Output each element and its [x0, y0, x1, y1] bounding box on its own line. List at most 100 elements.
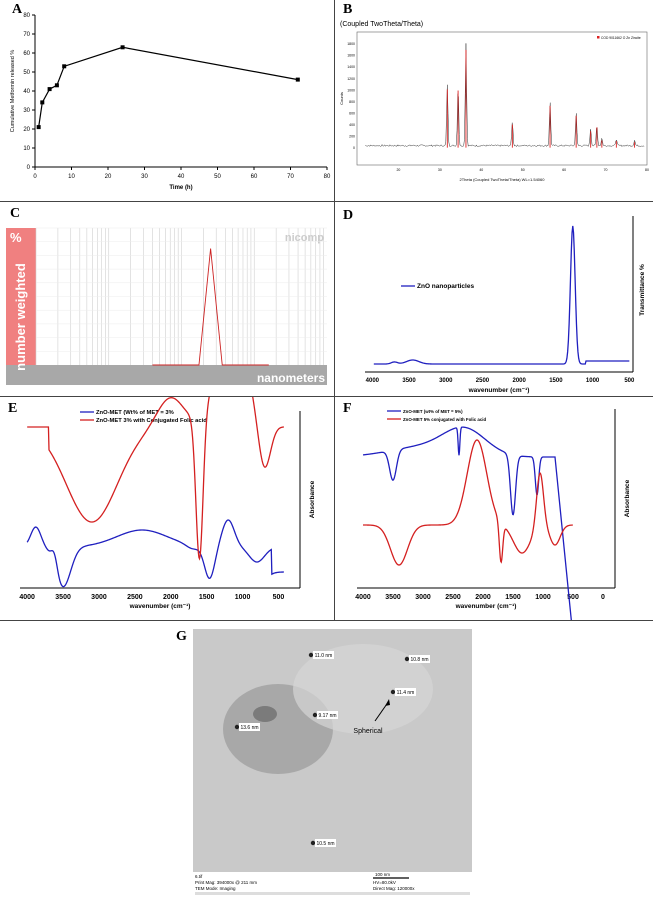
series-line — [38, 46, 298, 128]
y-axis-label: Transmittance % — [639, 264, 646, 316]
x-axis-label: Time (h) — [169, 185, 192, 191]
y-axis-label: Absorbance — [624, 479, 631, 517]
data-point — [295, 77, 300, 82]
y-axis-label: Absorbance — [309, 480, 316, 518]
chart-b-plot: (Coupled TwoTheta/Theta) 0 200 400 600 800 100… — [339, 21, 649, 182]
size-label: 10.8 nm — [410, 657, 428, 663]
x-tick-label: 30 — [438, 168, 442, 172]
size-label-box — [313, 651, 334, 659]
distribution-line — [152, 248, 269, 366]
x-tick-label: 4000 — [366, 378, 380, 384]
x-tick-label: 20 — [105, 174, 112, 180]
x-tick-label: 60 — [562, 168, 566, 172]
legend-label: ZnO-MET (wt% of MET = 5%) — [403, 409, 463, 414]
y-tick-label: 50 — [23, 70, 30, 76]
x-tick-label: 0 — [33, 174, 37, 180]
x-tick-label: 80 — [645, 168, 649, 172]
size-label-box — [409, 655, 430, 663]
x-axis-label: wavenumber (cm⁻¹) — [455, 603, 517, 610]
x-tick-label: 80 — [324, 174, 331, 180]
panel-f: F 4000 3500 3000 2500 2000 1500 1000 500 0 wavenu… — [335, 397, 653, 635]
panel-e: E 4000 3500 3000 2500 2000 1500 1000 500 wavenum… — [0, 326, 334, 620]
panel-g-letter: G — [176, 629, 187, 644]
legend-label: ZnO-MET (Wt% of MET = 3% — [96, 410, 174, 416]
x-tick-label: 1500 — [549, 378, 563, 384]
data-point — [47, 87, 52, 92]
chart-c-plot: % number weighted nanometers nicomp — [6, 227, 327, 385]
x-tick-label: 10 — [68, 174, 75, 180]
chart-f-plot: 4000 3500 3000 2500 2000 1500 1000 500 0 wavenumb… — [355, 409, 631, 635]
y-tick-label: 400 — [349, 123, 355, 127]
panel-a-letter: A — [12, 2, 23, 17]
x-axis-label: wavenumber (cm⁻¹) — [468, 387, 530, 394]
x-tick-label: 3500 — [402, 378, 416, 384]
y-axis-label: number weighted — [13, 263, 28, 371]
chart-e-plot: 4000 3500 3000 2500 2000 1500 1000 500 wavenumbe… — [19, 326, 316, 610]
panel-b: B (Coupled TwoTheta/Theta) 0 200 400 600 800 1… — [335, 0, 653, 201]
y-axis-band — [6, 228, 36, 365]
x-tick-label: 50 — [521, 168, 525, 172]
x-tick-label: 2000 — [163, 594, 179, 601]
x-tick-label: 20 — [396, 168, 400, 172]
watermark: nicomp — [285, 232, 324, 244]
x-tick-label: 1000 — [235, 594, 251, 601]
x-tick-label: 4000 — [19, 594, 35, 601]
xrd-pattern-line — [365, 43, 645, 147]
size-label: 9.17 nm — [318, 713, 336, 719]
size-label: 11.0 nm — [315, 653, 333, 659]
annotation-label: Spherical — [353, 728, 383, 735]
size-label-box — [315, 839, 336, 847]
y-tick-label: 1200 — [347, 77, 355, 81]
y-tick-label: 1400 — [347, 65, 355, 69]
y-tick-label: 1800 — [347, 42, 355, 46]
x-tick-label: 2000 — [513, 378, 527, 384]
data-point — [120, 45, 125, 50]
footer-text: 6.tif — [195, 874, 203, 879]
data-point — [54, 83, 59, 88]
x-tick-label: 3000 — [439, 378, 453, 384]
y-tick-label: 800 — [349, 100, 355, 104]
x-axis-label: 2Theta (Coupled TwoTheta/Theta) WL=1.540… — [460, 177, 546, 182]
y-axis-label: Cumulative Metformin released % — [10, 50, 16, 133]
nanoparticle — [404, 656, 410, 662]
x-tick-label: 1000 — [535, 594, 551, 601]
legend-label: ZnO-MET 5% conjugated with Folic acid — [403, 417, 487, 422]
x-tick-label: 1500 — [505, 594, 521, 601]
x-tick-label: 50 — [214, 174, 221, 180]
x-tick-label: 40 — [479, 168, 483, 172]
panel-c-letter: C — [10, 206, 21, 221]
x-axis-label: nanometers — [257, 371, 325, 385]
ftir-line — [373, 225, 630, 365]
legend-label: ZnO nanoparticles — [417, 283, 474, 290]
x-axis-label: wavenumber (cm⁻¹) — [129, 603, 191, 610]
x-tick-label: 2500 — [476, 378, 490, 384]
percent-label: % — [10, 230, 22, 245]
footer-text: Direct Mag: 120000x — [373, 886, 415, 891]
tem-micrograph: 11.0 nm 10.8 nm 11.4 nm 9.17 nm 13.6 nm 10.5 … — [193, 629, 472, 896]
size-label: 11.4 nm — [397, 690, 415, 696]
x-tick-label: 3500 — [55, 594, 71, 601]
x-tick-label: 70 — [604, 168, 608, 172]
data-point — [62, 64, 67, 69]
footer-text: Print Mag: 394000x @ 211 mm — [195, 880, 257, 885]
y-tick-label: 1000 — [347, 88, 355, 92]
series-line — [362, 426, 574, 635]
x-tick-label: 500 — [567, 594, 579, 601]
image-scrollbar — [195, 892, 470, 895]
legend-label: ZnO-MET 3% with Conjugated Folic acid — [96, 418, 207, 424]
size-label: 13.6 nm — [240, 725, 258, 731]
data-point — [40, 100, 45, 105]
y-tick-label: 0 — [27, 165, 31, 171]
x-tick-label: 40 — [178, 174, 185, 180]
x-tick-label: 1500 — [199, 594, 215, 601]
x-tick-label: 2500 — [445, 594, 461, 601]
size-label-box — [395, 688, 416, 696]
x-tick-label: 3500 — [385, 594, 401, 601]
arrow-head — [385, 699, 390, 706]
panel-c: C % number weighted nanometers nicomp — [0, 202, 334, 396]
x-tick-label: 70 — [287, 174, 294, 180]
x-tick-label: 0 — [601, 594, 605, 601]
x-tick-label: 30 — [141, 174, 148, 180]
chart-d-plot: 4000 3500 3000 2500 2000 1500 1000 500 wavenumbe… — [365, 216, 646, 394]
panel-d-letter: D — [343, 208, 354, 223]
